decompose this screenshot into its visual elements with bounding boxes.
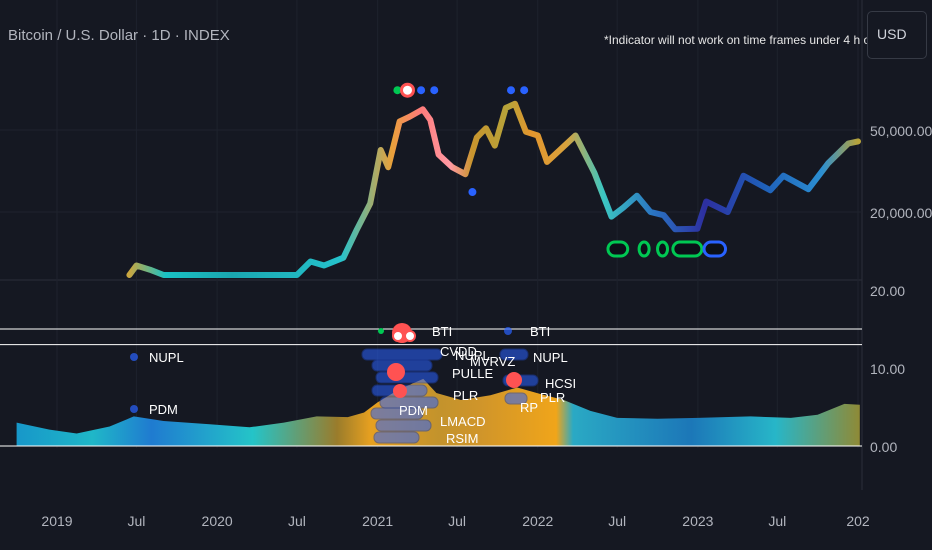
bottom-signal-marker [702, 240, 728, 258]
indicator-tick-label: 10.00 [870, 361, 905, 377]
indicator-signal-marker [373, 431, 420, 444]
bottom-signal-marker [671, 240, 704, 258]
timeframe-note: *Indicator will not work on time frames … [604, 33, 929, 47]
price-series-line [126, 100, 861, 278]
price-tick-label: 20,000.00 [870, 205, 932, 221]
indicator-signal-marker [378, 328, 384, 334]
time-tick-label: 2019 [41, 513, 72, 529]
time-tick-label: 2023 [682, 513, 713, 529]
gridlines [0, 0, 863, 490]
indicator-label: BTI [432, 324, 452, 339]
indicator-signal-marker [370, 407, 424, 420]
indicator-signal-marker [375, 419, 432, 432]
indicator-label: RSIM [446, 431, 479, 446]
indicator-label: NUPL [533, 350, 568, 365]
indicator-signal-marker [361, 348, 443, 361]
time-tick-label: Jul [608, 513, 626, 529]
indicator-label: MVRVZ [470, 354, 515, 369]
axes: 20,000.00 50,000.00 0.00 10.00 20.00 2019 Jul 2… [41, 123, 932, 529]
indicator-label: PLR [540, 390, 565, 405]
indicator-label: PLR [453, 388, 478, 403]
indicator-signal-marker [499, 348, 529, 361]
indicator-label: NUPL [455, 348, 490, 363]
indicator-label: PDM [149, 402, 178, 417]
time-tick-label: Jul [288, 513, 306, 529]
bottom-signal-marker [606, 240, 630, 258]
indicator-area [16, 378, 860, 446]
signal-marker [507, 86, 516, 95]
signal-marker [468, 188, 477, 197]
bottom-signal-marker [656, 240, 670, 258]
indicator-signal-marker [393, 384, 407, 398]
currency-button[interactable]: USD [867, 11, 927, 59]
indicator-label: PDM [399, 403, 428, 418]
time-tick-label: 2020 [202, 513, 233, 529]
indicator-signal-marker [504, 392, 528, 405]
indicator-label: PULLE [452, 366, 494, 381]
time-tick-label: 2021 [362, 513, 393, 529]
signal-marker [399, 82, 415, 98]
signal-marker [430, 86, 439, 95]
time-tick-label: Jul [768, 513, 786, 529]
indicator-signal-marker [506, 372, 522, 388]
symbol-title[interactable]: Bitcoin / U.S. Dollar · 1D · INDEX [8, 27, 230, 44]
time-tick-label: 202 [846, 513, 870, 529]
indicator-signal-marker [404, 330, 416, 342]
signal-marker [417, 86, 426, 95]
indicator-signal-marker [387, 363, 405, 381]
price-pane [126, 82, 861, 278]
indicator-label: BTI [530, 324, 550, 339]
bottom-signal-marker [637, 240, 651, 258]
price-tick-label: 50,000.00 [870, 123, 932, 139]
indicator-signal-marker [130, 353, 138, 361]
indicator-signal-marker [375, 371, 439, 384]
indicator-tick-label: 0.00 [870, 439, 897, 455]
signal-marker [393, 86, 402, 95]
indicator-tick-label: 20.00 [870, 283, 905, 299]
indicator-signal-marker [392, 330, 404, 342]
indicator-label: RP [520, 400, 538, 415]
indicator-label: LMACD [440, 414, 486, 429]
time-tick-label: Jul [127, 513, 145, 529]
indicator-pane: BTICVDDNUPLMVRVZPULLEPLRPDMLMACDRSIMBTIN… [0, 323, 862, 447]
indicator-signal-marker [504, 327, 512, 335]
indicator-label: NUPL [149, 350, 184, 365]
time-tick-label: Jul [448, 513, 466, 529]
indicator-signal-marker [130, 405, 138, 413]
indicator-label: CVDD [440, 344, 477, 359]
time-tick-label: 2022 [522, 513, 553, 529]
indicator-label: HCSI [545, 376, 576, 391]
signal-marker [520, 86, 529, 95]
